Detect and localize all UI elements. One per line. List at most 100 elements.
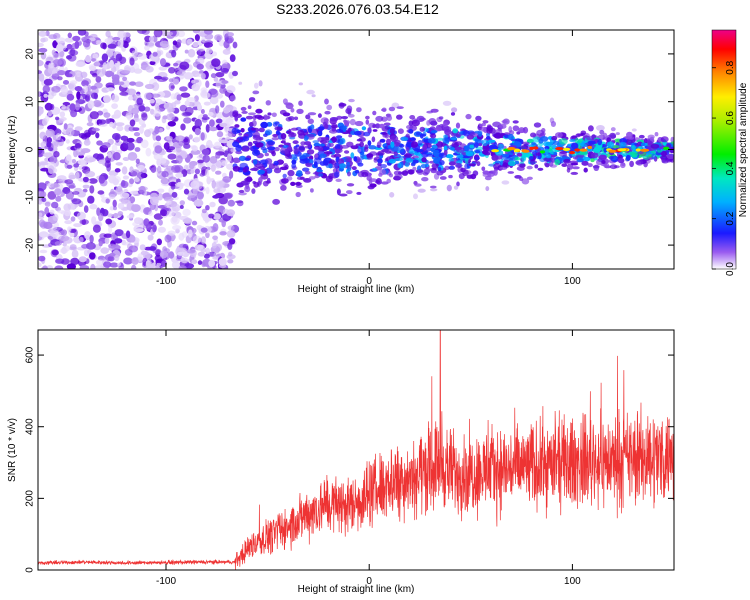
spectrogram-cell bbox=[177, 182, 182, 186]
spectrogram-cell bbox=[377, 158, 383, 164]
snr-ticks: -100 0 100 0 200 400 600 bbox=[25, 330, 674, 587]
spectrogram-cell bbox=[570, 162, 579, 166]
spectrogram-cell bbox=[533, 122, 542, 128]
spectrogram-cell bbox=[376, 141, 382, 149]
spectrogram-cell bbox=[307, 118, 314, 125]
spectrogram-cell bbox=[69, 80, 78, 85]
spectrogram-cell bbox=[199, 172, 205, 177]
spectrogram-cell bbox=[229, 170, 234, 179]
spectrogram-cell bbox=[353, 156, 358, 162]
spectrogram-cell bbox=[71, 249, 79, 259]
spectrogram-cell bbox=[257, 169, 266, 175]
snr-x-tick-label: 100 bbox=[564, 576, 581, 587]
spectrogram-cell bbox=[265, 180, 272, 184]
spectrogram-cell bbox=[545, 154, 551, 159]
spectrogram-cell bbox=[437, 166, 442, 172]
spectrogram-cell bbox=[111, 103, 118, 109]
spectrogram-cell bbox=[263, 114, 268, 121]
spectrogram-cell bbox=[52, 53, 60, 59]
spectrogram-cell bbox=[120, 180, 129, 189]
spectrogram-cell bbox=[110, 232, 116, 241]
spectrogram-cell bbox=[120, 70, 131, 74]
spectrogram-cell bbox=[536, 129, 545, 137]
spectrogram-cell bbox=[38, 142, 42, 147]
spectrogram-cell bbox=[187, 229, 193, 238]
spectrogram-cell bbox=[130, 169, 141, 177]
spectrogram-cell bbox=[57, 175, 67, 182]
spectrogram-cell bbox=[271, 151, 276, 157]
spectrogram-cell bbox=[138, 185, 146, 195]
spectrogram-cell bbox=[416, 169, 425, 175]
spectrogram-cell bbox=[252, 114, 257, 121]
spectrogram-cell bbox=[485, 186, 490, 192]
spectrogram-cell bbox=[54, 188, 62, 196]
spectrogram-cell bbox=[143, 106, 151, 112]
spectrogram-cell bbox=[427, 137, 436, 144]
spectrogram-cell bbox=[251, 188, 256, 194]
spectrogram-cell bbox=[115, 53, 123, 62]
spectrogram-cell bbox=[356, 191, 362, 195]
spectrogram-cell bbox=[102, 62, 108, 71]
spectrogram-cell bbox=[95, 220, 102, 226]
spectrogram-cell bbox=[521, 155, 527, 162]
spectrogram-cell bbox=[493, 132, 503, 139]
spectrogram-cell bbox=[324, 123, 329, 130]
spectrogram-cell bbox=[353, 130, 362, 136]
spectrogram-cell bbox=[57, 70, 66, 76]
spectrogram-cell bbox=[265, 100, 271, 106]
spectrogram-cell bbox=[131, 257, 139, 265]
spectrogram-cell bbox=[501, 120, 508, 124]
spectrogram-cell bbox=[176, 70, 187, 76]
spectrogram-cell bbox=[121, 166, 128, 175]
spectrogram-cell bbox=[149, 196, 159, 206]
spectrogram-cell bbox=[586, 135, 594, 141]
spectrogram-cell bbox=[347, 113, 355, 118]
spectrogram-cell bbox=[521, 141, 530, 146]
spectrogram-cell bbox=[157, 165, 162, 174]
spectrogram-cell bbox=[379, 169, 387, 176]
spectrogram-cell bbox=[469, 144, 475, 149]
spectrogram-cell bbox=[171, 203, 181, 212]
spectrogram-cell bbox=[108, 243, 116, 249]
spectrogram-cell bbox=[351, 166, 357, 171]
spectrogram-cell bbox=[514, 175, 522, 179]
spectrogram-cell bbox=[446, 184, 452, 192]
spectrogram-cell bbox=[52, 40, 58, 49]
spectrogram-cell bbox=[614, 165, 620, 169]
spectrogram-cell bbox=[435, 126, 443, 132]
spectrogram-cell bbox=[197, 104, 203, 111]
spectrogram-cell bbox=[330, 154, 337, 158]
spectrogram-cell bbox=[617, 157, 625, 164]
spectrogram-cell bbox=[430, 133, 437, 139]
spectrogram-cell bbox=[307, 133, 315, 138]
spectrogram-cell bbox=[274, 146, 280, 152]
spectrogram-hotspot bbox=[608, 149, 617, 153]
spectrogram-cell bbox=[168, 67, 176, 74]
spectrogram-cell bbox=[319, 153, 327, 159]
spectrogram-cell bbox=[73, 223, 83, 228]
spectrogram-cell bbox=[219, 159, 229, 164]
spectrogram-cell bbox=[317, 146, 324, 152]
spectrogram-cell bbox=[120, 192, 130, 199]
spectrogram-cell bbox=[636, 159, 644, 166]
spectrogram-cell bbox=[150, 93, 161, 98]
spectrogram-cell bbox=[406, 124, 414, 130]
spectrogram-cell bbox=[43, 221, 53, 230]
spectrogram-cell bbox=[89, 185, 95, 194]
spectrogram-cell bbox=[248, 112, 256, 116]
spectrogram-cell bbox=[46, 141, 52, 148]
spectrogram-cell bbox=[397, 171, 403, 175]
spectrogram-cell bbox=[226, 163, 235, 170]
spectrogram-cell bbox=[145, 147, 152, 157]
spectrogram-cell bbox=[592, 147, 601, 153]
spectrogram-cell bbox=[350, 152, 355, 159]
spectrogram-cell bbox=[49, 229, 59, 238]
spectrogram-cell bbox=[357, 162, 364, 167]
spectrogram-cell bbox=[197, 191, 204, 200]
spectrogram-cell bbox=[235, 150, 243, 155]
spectrogram-cell bbox=[75, 61, 85, 68]
spectrogram-cell bbox=[76, 71, 81, 78]
spectrogram-cell bbox=[419, 133, 424, 139]
spectrogram-cell bbox=[227, 199, 235, 207]
spectrogram-cell bbox=[322, 159, 328, 166]
